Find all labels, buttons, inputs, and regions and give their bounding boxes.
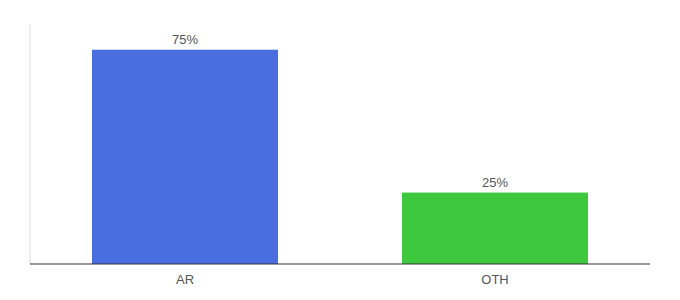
y-axis-line bbox=[30, 24, 31, 264]
bar bbox=[402, 193, 588, 264]
chart: 75% 25% AR OTH bbox=[0, 0, 680, 300]
x-tick-label: OTH bbox=[481, 272, 508, 287]
chart-container: 75% 25% AR OTH bbox=[0, 0, 680, 300]
data-label: 25% bbox=[482, 175, 508, 190]
bars bbox=[92, 50, 588, 264]
data-label: 75% bbox=[172, 32, 198, 47]
x-axis-line bbox=[30, 264, 650, 265]
bar bbox=[92, 50, 278, 264]
x-tick-label: AR bbox=[176, 272, 194, 287]
